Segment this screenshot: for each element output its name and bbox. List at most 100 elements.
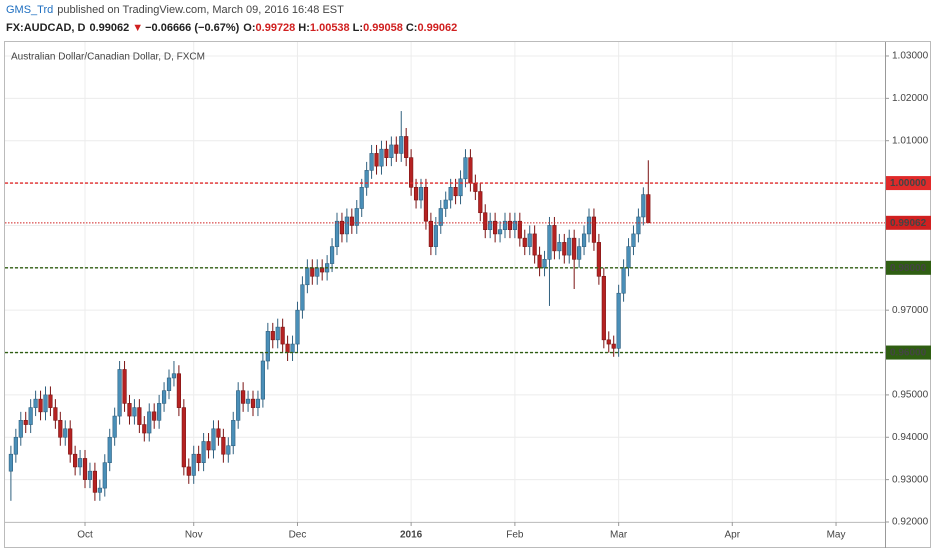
candle-body: [226, 445, 231, 455]
x-tick-label: Apr: [725, 530, 741, 541]
candle-body: [522, 237, 527, 247]
y-tick-label: 0.94000: [892, 432, 929, 443]
candle-body: [117, 369, 122, 417]
candle-body: [186, 466, 191, 476]
x-tick-label: Dec: [289, 530, 307, 541]
y-tick-label: 0.97000: [892, 305, 929, 316]
candle-body: [517, 220, 522, 239]
candle-body: [478, 191, 483, 214]
ohlc-value: 0.99058: [363, 22, 403, 34]
candle-body: [23, 420, 28, 425]
candle-body: [236, 390, 241, 421]
y-tick-label: 1.01000: [892, 135, 929, 146]
candle-body: [557, 242, 562, 252]
candle-body: [38, 398, 43, 413]
candle-body: [581, 233, 587, 247]
level-label-box: [886, 260, 931, 275]
candle-body: [483, 212, 488, 230]
candle-body: [389, 144, 394, 158]
x-tick-label: 2016: [400, 530, 423, 541]
candle-body: [552, 225, 557, 252]
candle-body: [280, 326, 285, 345]
level-label: 1.00000: [890, 178, 927, 189]
candle-body: [97, 487, 102, 493]
candle-body: [142, 424, 147, 434]
candle-body: [82, 458, 88, 480]
candle-body: [107, 436, 112, 463]
candle-body: [305, 267, 310, 286]
candle-body: [112, 415, 117, 438]
ohlc-value: 1.00538: [310, 22, 350, 34]
candle-body: [577, 246, 582, 260]
candle-body: [572, 237, 577, 260]
candle-body: [58, 420, 63, 438]
chart-frame: [4, 41, 931, 548]
candle-body: [502, 220, 508, 230]
candle-body: [611, 343, 616, 349]
candle-body: [344, 216, 349, 235]
candle-body: [221, 436, 226, 455]
candle-body: [463, 157, 468, 180]
candle-body: [512, 220, 517, 230]
candle-body: [423, 187, 429, 222]
candle-body: [586, 216, 592, 235]
candle-body: [458, 178, 463, 197]
candle-body: [260, 360, 265, 400]
candle-body: [591, 216, 597, 243]
candle-body: [646, 194, 651, 224]
candle-body: [428, 220, 433, 247]
y-tick-label: 1.02000: [892, 93, 929, 104]
y-tick-label: 0.93000: [892, 474, 929, 485]
ohlc-label: L:: [353, 22, 363, 34]
candle-body: [87, 470, 93, 480]
published: published on TradingView.com, March 09, …: [57, 4, 344, 16]
x-tick-label: Nov: [185, 530, 203, 541]
candle-body: [443, 199, 448, 209]
candle-body: [384, 148, 389, 158]
candle-body: [92, 470, 97, 493]
candle-body: [161, 390, 167, 404]
change: −0.06666 (−0.67%): [145, 22, 240, 34]
symbol-line: FX:AUDCAD, D 0.99062 ▼ −0.06666 (−0.67%) O:0…: [6, 22, 457, 34]
candle-body: [157, 403, 162, 421]
ohlc-label: O:: [243, 22, 255, 34]
ohlc-label: C:: [406, 22, 418, 34]
candle-body: [532, 233, 537, 256]
candle-body: [542, 259, 547, 269]
candle-body: [562, 242, 567, 256]
candle-body: [18, 420, 23, 438]
author[interactable]: GMS_Trd: [6, 4, 53, 16]
candle-body: [601, 275, 606, 341]
candle-body: [137, 407, 142, 425]
candle-body: [295, 309, 300, 345]
y-tick-label: 0.95000: [892, 390, 929, 401]
candle-body: [216, 428, 221, 438]
candle-body: [334, 220, 340, 247]
candle-body: [438, 208, 443, 226]
candle-body: [507, 220, 513, 230]
level-label-box: [886, 215, 931, 230]
candle-body: [77, 458, 83, 468]
candle-body: [147, 411, 152, 434]
candle-body: [241, 390, 246, 404]
level-label-box: [886, 176, 931, 191]
ohlc-value: 0.99062: [417, 22, 457, 34]
candle-body: [255, 398, 261, 408]
x-tick-label: May: [827, 530, 846, 541]
candle-body: [567, 237, 572, 256]
candle-body: [315, 267, 320, 277]
candle-body: [364, 170, 369, 188]
candle-body: [606, 339, 611, 345]
candle-body: [374, 153, 379, 167]
candle-body: [196, 453, 201, 463]
symbol: FX:AUDCAD, D: [6, 22, 85, 34]
candle-body: [53, 407, 58, 421]
candle-body: [171, 373, 177, 379]
candle-body: [631, 233, 636, 247]
candle-body: [413, 187, 419, 201]
candle-body: [68, 428, 73, 455]
level-label: 0.99062: [890, 218, 927, 229]
candle-body: [290, 343, 295, 353]
candle-body: [8, 453, 14, 472]
